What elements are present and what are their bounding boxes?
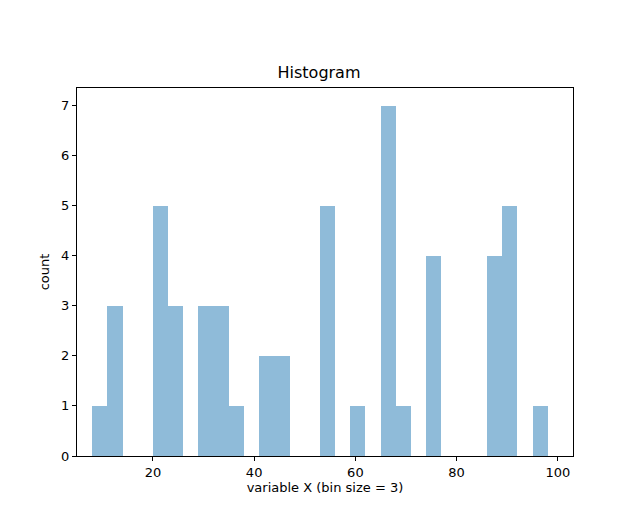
svg-text:60: 60 [347, 465, 364, 480]
svg-text:Histogram: Histogram [278, 63, 361, 82]
svg-text:2: 2 [61, 348, 69, 363]
svg-text:3: 3 [61, 298, 69, 313]
svg-text:variable X (bin size = 3): variable X (bin size = 3) [247, 480, 404, 495]
svg-text:6: 6 [61, 148, 69, 163]
svg-text:40: 40 [246, 465, 263, 480]
svg-text:5: 5 [61, 198, 69, 213]
svg-text:7: 7 [61, 98, 69, 113]
svg-text:1: 1 [61, 398, 69, 413]
svg-text:100: 100 [545, 465, 570, 480]
svg-text:80: 80 [448, 465, 465, 480]
svg-text:20: 20 [145, 465, 162, 480]
svg-text:4: 4 [61, 248, 69, 263]
svg-text:0: 0 [61, 449, 69, 464]
svg-text:count: count [37, 254, 52, 291]
